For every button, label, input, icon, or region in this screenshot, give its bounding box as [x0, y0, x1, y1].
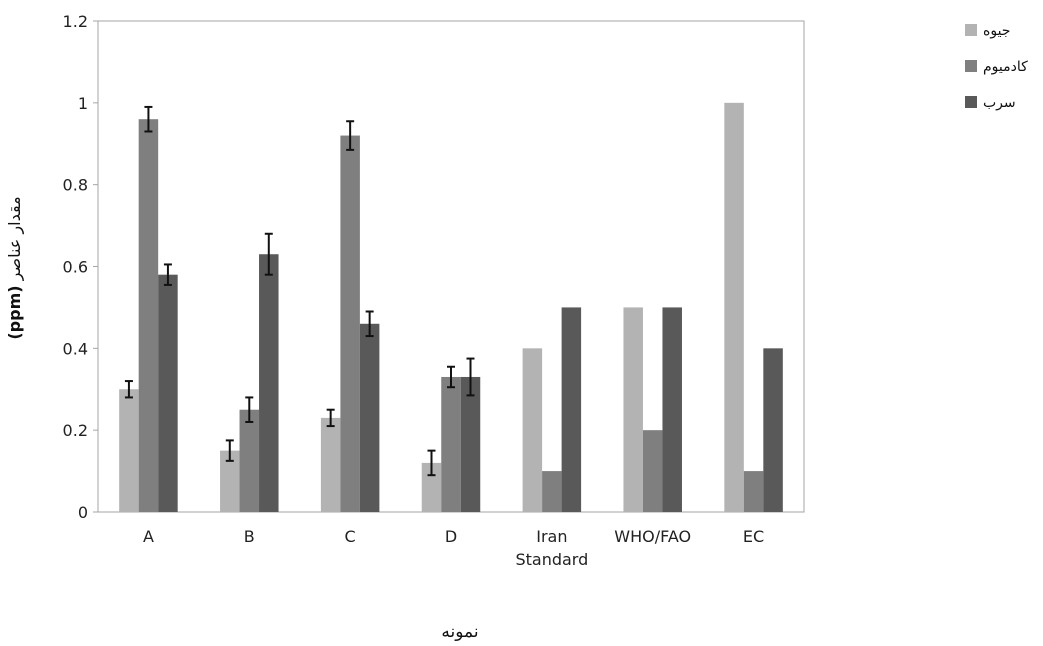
- bar: [542, 471, 562, 512]
- bar: [763, 348, 783, 512]
- x-axis-title: نمونه: [441, 622, 478, 642]
- bar: [743, 471, 764, 512]
- y-axis-ticks: 0 0.2 0.4 0.6 0.8 1 1.2: [63, 12, 98, 522]
- bar: [623, 307, 643, 512]
- y-tick-label: 0.2: [63, 421, 88, 440]
- bar: [662, 307, 682, 512]
- legend-label: کادمیوم: [983, 59, 1028, 75]
- legend-swatch: [965, 96, 977, 108]
- y-tick-label: 0.4: [63, 339, 88, 358]
- y-axis-title-text: مقدار عناصر: [5, 196, 25, 281]
- bar: [320, 417, 341, 512]
- x-axis-categories: A B C D Iran Standard WHO/FAO EC: [143, 527, 764, 569]
- y-tick-label: 0: [78, 503, 88, 522]
- legend-label: جیوه: [983, 23, 1010, 39]
- bar: [642, 430, 663, 512]
- y-tick-label: 1.2: [63, 12, 88, 31]
- bar: [119, 389, 139, 512]
- bar: [220, 450, 240, 512]
- bar: [138, 119, 159, 512]
- x-category-label: WHO/FAO: [614, 527, 691, 546]
- y-tick-label: 0.6: [63, 258, 88, 277]
- legend-swatch: [965, 60, 977, 72]
- x-category-label: EC: [743, 527, 764, 546]
- legend-label: سرب: [983, 95, 1016, 111]
- x-category-label: D: [445, 527, 457, 546]
- legend: جیوه کادمیوم سرب: [965, 23, 1028, 111]
- bar: [460, 376, 481, 512]
- x-category-label: A: [143, 527, 154, 546]
- bar: [239, 409, 260, 512]
- bar: [340, 135, 360, 513]
- bar: [441, 376, 461, 512]
- y-axis-title: (ppm) مقدار عناصر: [5, 196, 25, 339]
- x-category-label: Iran Standard: [515, 527, 588, 569]
- x-category-label: C: [345, 527, 356, 546]
- bar: [522, 348, 543, 512]
- bar: [259, 254, 279, 512]
- bar: [724, 102, 744, 512]
- y-axis-title-unit: (ppm): [5, 285, 24, 339]
- svg-text:(ppm) مقدار عناصر: (ppm) مقدار عناصر: [5, 196, 25, 339]
- x-category-label: B: [244, 527, 255, 546]
- bar: [158, 274, 178, 512]
- bar: [359, 323, 380, 512]
- bar: [421, 462, 442, 512]
- bar: [561, 307, 582, 512]
- legend-swatch: [965, 24, 977, 36]
- y-tick-label: 1: [78, 94, 88, 113]
- error-bars-group: [124, 105, 475, 477]
- bars-group: [119, 102, 783, 513]
- y-tick-label: 0.8: [63, 176, 88, 195]
